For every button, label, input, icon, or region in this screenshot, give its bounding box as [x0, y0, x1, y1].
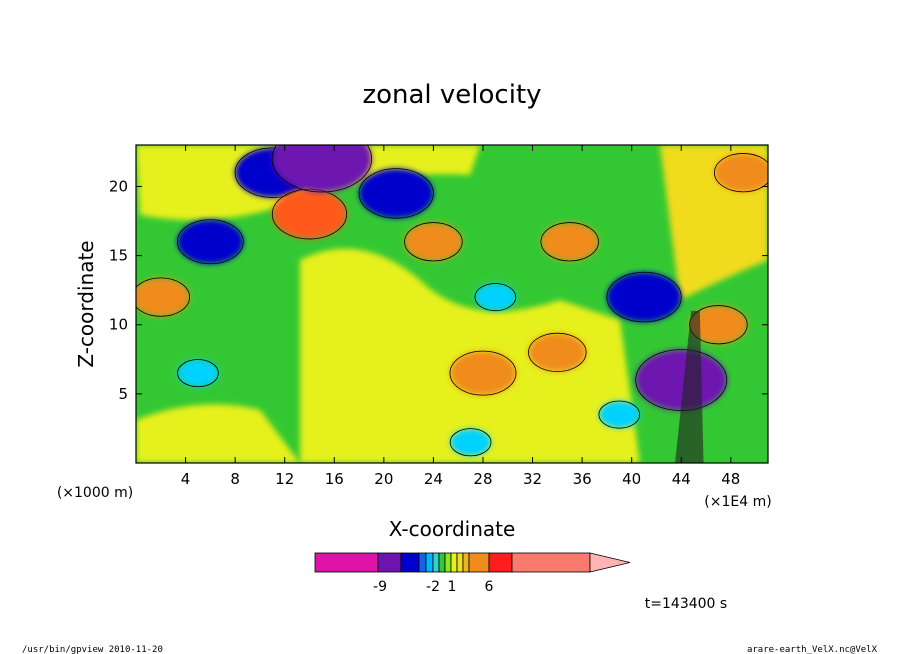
contour-11	[606, 271, 682, 323]
colorbar-segment	[456, 552, 464, 573]
footer-right: arare-earth_VelX.nc@VelX	[747, 645, 878, 654]
velocity-feature-16	[450, 428, 491, 456]
y-tick-label: 10	[109, 316, 128, 334]
velocity-feature-11	[606, 272, 682, 322]
contour-15	[177, 359, 219, 388]
velocity-feature-1	[177, 219, 244, 264]
colorbar-segment	[511, 552, 591, 573]
x-tick-label: 36	[573, 470, 592, 488]
contour-14	[714, 153, 768, 193]
colorbar-segment	[462, 552, 470, 573]
colorbar-segment	[314, 552, 379, 573]
colorbar-segment	[432, 552, 440, 573]
x-axis: 4 8 12 16 20 24 28 32 36 40 44 48	[181, 145, 740, 488]
x-axis-unit: (×1E4 m)	[704, 494, 771, 510]
velocity-feature-8	[449, 351, 516, 396]
contour-4	[271, 145, 373, 193]
velocity-feature-7	[474, 283, 516, 311]
plot-area	[135, 144, 769, 464]
plot-frame	[135, 144, 769, 464]
velocity-feature-3	[272, 189, 347, 239]
contour-7	[474, 283, 517, 312]
colorbar	[314, 552, 631, 573]
y-axis-unit: (×1000 m)	[57, 485, 133, 501]
colorbar-segment	[468, 552, 490, 573]
colorbar-segment	[450, 552, 458, 573]
colorbar-segment	[418, 552, 427, 573]
contour-9	[528, 332, 587, 372]
contour-8	[449, 350, 517, 396]
colorbar-extend-arrow	[589, 552, 631, 573]
x-tick-label: 20	[374, 470, 393, 488]
x-tick-label: 44	[672, 470, 691, 488]
x-tick-label: 24	[424, 470, 443, 488]
velocity-feature-15	[177, 359, 219, 387]
y-axis-label: Z-coordinate	[74, 240, 98, 367]
colorbar-segment	[425, 552, 434, 573]
velocity-feature-12	[635, 349, 727, 411]
field-band-lower-left	[136, 404, 300, 463]
colorbar-segment	[444, 552, 452, 573]
x-tick-label: 32	[523, 470, 542, 488]
x-axis-label: X-coordinate	[389, 517, 516, 541]
y-tick-label: 5	[118, 385, 128, 403]
x-tick-label: 48	[721, 470, 740, 488]
colorbar-label-neg2: -2	[426, 579, 440, 595]
colorbar-label-neg9: -9	[373, 579, 387, 595]
velocity-feature-17	[598, 401, 640, 429]
contour-16	[449, 428, 492, 457]
y-tick-label: 20	[109, 177, 128, 195]
y-axis: 5 10 15 20	[109, 177, 768, 403]
x-tick-label: 4	[181, 470, 191, 488]
colorbar-segment	[438, 552, 446, 573]
footer-left: /usr/bin/gpview 2010-11-20	[22, 645, 163, 654]
x-tick-label: 8	[230, 470, 240, 488]
contour-17	[598, 400, 641, 429]
x-tick-label: 40	[622, 470, 641, 488]
colorbar-segment	[377, 552, 402, 573]
contour-6	[404, 222, 463, 262]
x-tick-label: 16	[325, 470, 344, 488]
x-tick-label: 28	[473, 470, 492, 488]
velocity-feature-9	[528, 333, 587, 372]
velocity-feature-14	[714, 153, 768, 192]
timestamp: t=143400 s	[645, 596, 727, 612]
x-tick-label: 12	[275, 470, 294, 488]
colorbar-segment	[488, 552, 513, 573]
velocity-feature-5	[359, 168, 434, 219]
steep-gradient-band	[675, 310, 704, 463]
colorbar-label-1: 1	[448, 579, 457, 595]
contour-1	[176, 219, 244, 265]
y-tick-label: 15	[109, 247, 128, 265]
colorbar-segment	[400, 552, 420, 573]
contour-0	[136, 277, 190, 317]
velocity-feature-0	[136, 277, 190, 317]
velocity-feature-13	[689, 305, 748, 344]
velocity-feature-10	[540, 222, 599, 261]
velocity-feature-4	[272, 145, 372, 193]
chart-title: zonal velocity	[362, 80, 541, 110]
contour-5	[358, 168, 434, 219]
contour-10	[540, 222, 599, 262]
velocity-field	[136, 145, 768, 463]
velocity-feature-6	[404, 222, 463, 261]
colorbar-label-6: 6	[485, 579, 494, 595]
contour-13	[689, 305, 748, 345]
